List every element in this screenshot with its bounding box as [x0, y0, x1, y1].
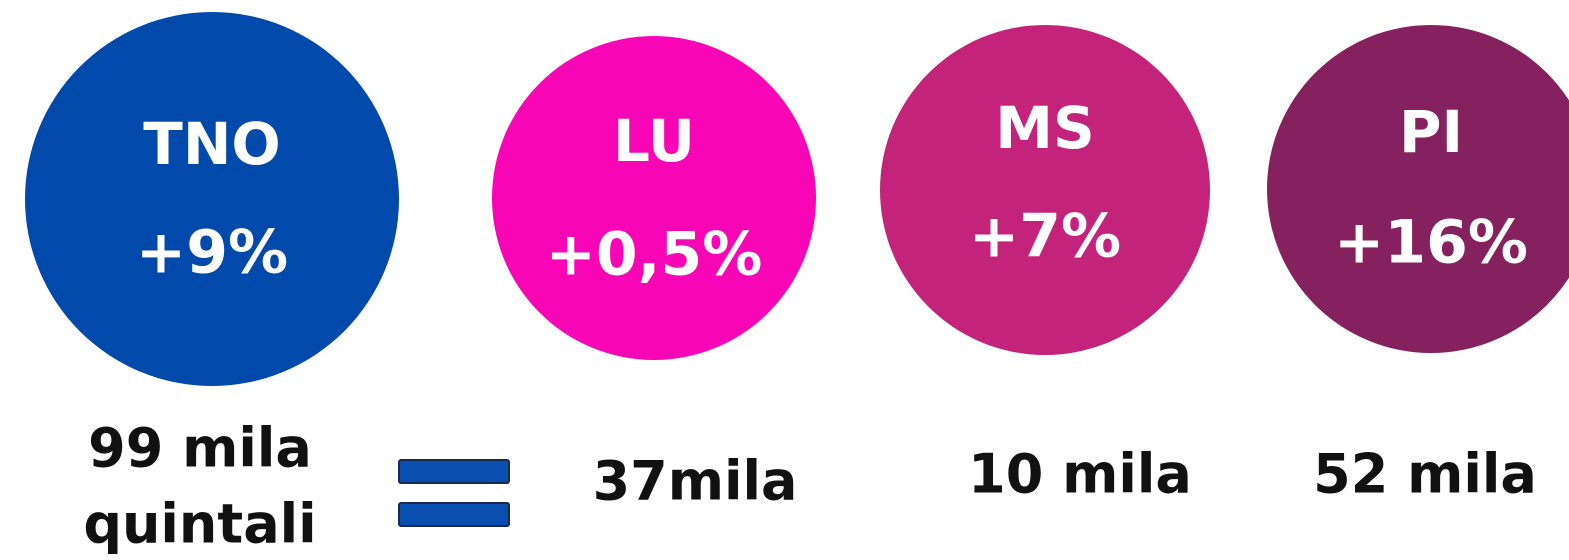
- equals-bar: [398, 459, 510, 484]
- region-change: +7%: [969, 202, 1121, 272]
- region-amount: 37mila: [593, 450, 798, 513]
- region-code: MS: [995, 94, 1095, 162]
- region-amount: quintali: [83, 493, 316, 556]
- region-circle: [880, 25, 1210, 355]
- region-circle: [1267, 25, 1569, 353]
- region-code: LU: [613, 107, 695, 175]
- region-code: TNO: [143, 110, 280, 178]
- region-change: +0,5%: [546, 220, 763, 290]
- region-change: +16%: [1334, 208, 1528, 278]
- region-amount: 10 mila: [968, 443, 1192, 506]
- region-change: +9%: [136, 218, 288, 288]
- equals-bar: [398, 502, 510, 527]
- region-amount: 52 mila: [1313, 443, 1537, 506]
- region-circle: [25, 12, 399, 386]
- region-circle: [492, 36, 816, 360]
- region-amount: 99 mila: [88, 417, 312, 480]
- region-code: PI: [1399, 98, 1463, 166]
